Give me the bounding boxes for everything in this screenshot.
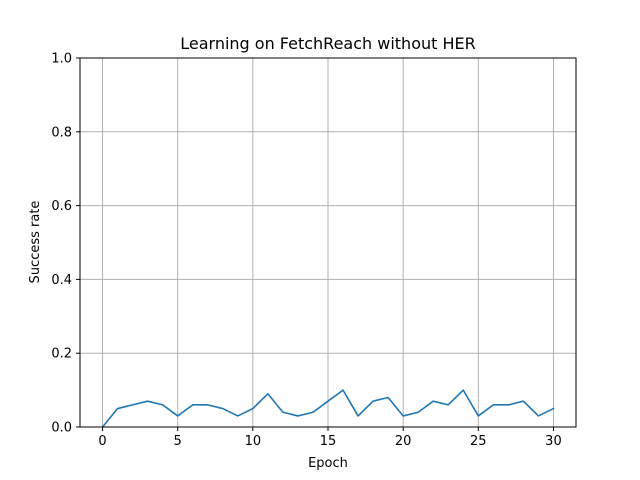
series-line — [101, 389, 555, 429]
x-axis-label: Epoch — [308, 456, 348, 471]
y-axis-label: Success rate — [28, 201, 43, 284]
y-tick-label: 0.6 — [51, 199, 72, 214]
x-tick-label: 10 — [245, 434, 262, 449]
series-layer — [101, 389, 555, 429]
grid — [80, 57, 576, 428]
y-tick-label: 0.4 — [51, 273, 72, 288]
x-tick-label: 25 — [470, 434, 487, 449]
x-tick-label: 20 — [395, 434, 412, 449]
y-tick-label: 1.0 — [51, 52, 72, 67]
x-tick-label: 5 — [174, 434, 182, 449]
chart-title: Learning on FetchReach without HER — [180, 34, 476, 53]
x-tick-label: 15 — [320, 434, 337, 449]
y-tick-label: 0.8 — [51, 125, 72, 140]
y-tick-label: 0.0 — [51, 421, 72, 436]
y-tick-label: 0.2 — [51, 347, 72, 362]
ticks: 0 5 10 15 20 25 30 0.0 0.2 0.4 0.6 0.8 1.0 — [51, 52, 561, 450]
x-tick-label: 0 — [98, 434, 106, 449]
x-tick-label: 30 — [545, 434, 562, 449]
